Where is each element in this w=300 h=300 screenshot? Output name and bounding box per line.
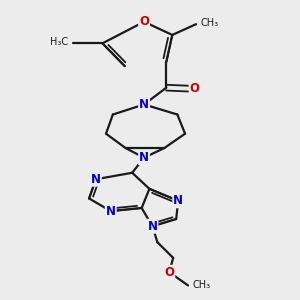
Text: N: N [173, 194, 183, 207]
Text: O: O [190, 82, 200, 95]
Text: CH₃: CH₃ [200, 18, 219, 28]
Text: O: O [164, 266, 174, 279]
Text: N: N [139, 98, 149, 111]
Text: N: N [91, 173, 101, 186]
Text: N: N [139, 151, 149, 164]
Text: N: N [147, 220, 158, 233]
Text: O: O [139, 15, 149, 28]
Text: H₃C: H₃C [50, 37, 68, 47]
Text: CH₃: CH₃ [193, 280, 211, 290]
Text: N: N [106, 205, 116, 218]
